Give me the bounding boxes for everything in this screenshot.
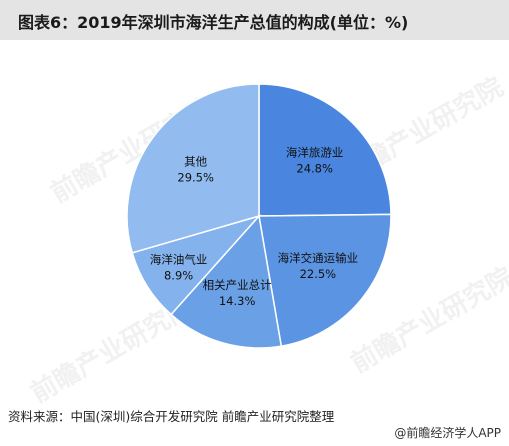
pie-slice xyxy=(258,213,392,347)
slice-value-label: 22.5% xyxy=(300,267,337,281)
slice-category-label: 海洋交通运输业 xyxy=(278,251,359,265)
slice-value-label: 8.9% xyxy=(164,269,193,283)
slice-value-label: 29.5% xyxy=(177,170,214,184)
pie-slice xyxy=(258,83,392,217)
pie-slice xyxy=(126,83,260,254)
slice-value-label: 14.3% xyxy=(219,294,256,308)
pie-chart: 海洋旅游业 24.8% 海洋交通运输业 22.5% 相关产业总计 14.3% 海洋油气业 8.… xyxy=(126,83,392,349)
slice-value-label: 24.8% xyxy=(296,162,333,176)
brand-credit: @前瞻经济学人APP xyxy=(394,426,501,440)
chart-title: 图表6：2019年深圳市海洋生产总值的构成(单位：%) xyxy=(18,13,409,32)
slice-category-label: 海洋油气业 xyxy=(150,253,208,267)
title-bar xyxy=(0,0,509,40)
slice-category-label: 相关产业总计 xyxy=(203,278,272,292)
slice-category-label: 其他 xyxy=(184,154,207,168)
pie-slice xyxy=(170,214,283,349)
source-note: 资料来源：中国(深圳)综合开发研究院 前瞻产业研究院整理 xyxy=(8,409,335,424)
slice-category-label: 海洋旅游业 xyxy=(286,146,344,160)
